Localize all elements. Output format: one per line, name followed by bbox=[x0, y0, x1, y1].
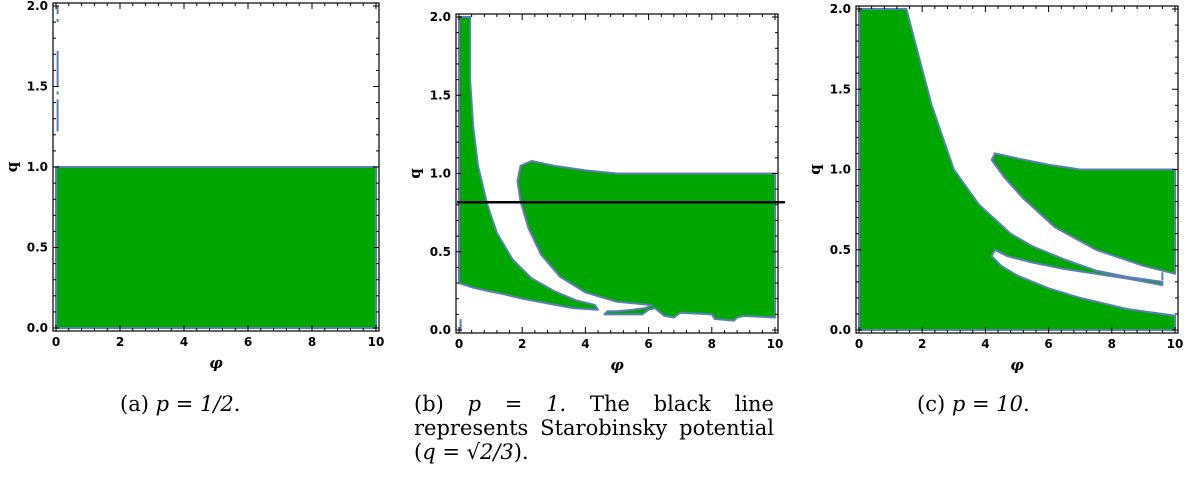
caption-c-label: (c) bbox=[917, 392, 952, 416]
caption-b-math2: q = √2/3 bbox=[422, 440, 514, 464]
x-tick-label: 4 bbox=[981, 337, 989, 351]
allowed-region-1 bbox=[516, 160, 776, 322]
panel-c: 0 2 4 6 8 10 0.0 0.5 1.0 1.5 2.0 φ q bbox=[792, 0, 1188, 489]
y-tick-label: 2.0 bbox=[27, 0, 48, 13]
caption-c-end: . bbox=[1022, 392, 1030, 416]
chart-a: 0 2 4 6 8 10 0.0 0.5 1.0 1.5 2.0 φ q bbox=[3, 0, 385, 372]
y-tick-label: 2.0 bbox=[830, 2, 851, 16]
x-tick-label: 2 bbox=[918, 337, 926, 351]
y-tick-label: 0.0 bbox=[430, 323, 451, 337]
y-tick-label: 1.5 bbox=[830, 82, 851, 96]
allowed-region-0 bbox=[55, 166, 377, 329]
x-tick-label: 8 bbox=[1108, 337, 1116, 351]
y-tick-label: 2.0 bbox=[430, 10, 451, 24]
y-tick-label: 0.5 bbox=[430, 245, 451, 259]
panel-b: 0 2 4 6 8 10 0.0 0.5 1.0 1.5 2.0 φ q bbox=[396, 0, 792, 489]
caption-a-label: (a) bbox=[120, 392, 156, 416]
y-axis-label: q bbox=[406, 168, 424, 179]
caption-c-math: p = 10 bbox=[951, 392, 1023, 416]
caption-b-end: ). bbox=[513, 440, 529, 464]
x-tick-label: 8 bbox=[308, 335, 316, 349]
y-tick-label: 1.5 bbox=[430, 88, 451, 102]
allowed-region-0 bbox=[458, 16, 599, 311]
x-axis-label: φ bbox=[610, 356, 624, 374]
caption-a: (a) p = 1/2. bbox=[120, 392, 320, 416]
x-tick-label: 6 bbox=[244, 335, 252, 349]
x-tick-label: 4 bbox=[581, 337, 589, 351]
y-tick-label: 1.0 bbox=[430, 167, 451, 181]
x-axis-label: φ bbox=[209, 354, 223, 372]
x-tick-label: 10 bbox=[1167, 337, 1184, 351]
panel-a: 0 2 4 6 8 10 0.0 0.5 1.0 1.5 2.0 φ q bbox=[0, 0, 396, 489]
y-tick-label: 0.5 bbox=[27, 241, 48, 255]
x-tick-label: 0 bbox=[855, 337, 863, 351]
x-tick-label: 4 bbox=[180, 335, 188, 349]
y-axis-label: q bbox=[806, 164, 824, 175]
x-tick-label: 10 bbox=[767, 337, 784, 351]
allowed-region-0 bbox=[858, 8, 1176, 331]
y-tick-label: 1.0 bbox=[27, 160, 48, 174]
x-tick-label: 6 bbox=[1044, 337, 1052, 351]
x-tick-label: 10 bbox=[368, 335, 385, 349]
caption-b-label: (b) bbox=[414, 392, 468, 416]
caption-b: (b) p = 1. The black line represents Sta… bbox=[414, 392, 774, 464]
x-tick-label: 2 bbox=[116, 335, 124, 349]
caption-b-math: p = 1 bbox=[467, 392, 560, 416]
x-tick-label: 0 bbox=[52, 335, 60, 349]
y-tick-label: 0.0 bbox=[830, 323, 851, 337]
y-tick-label: 1.5 bbox=[27, 80, 48, 94]
allowed-region-1 bbox=[990, 152, 1176, 275]
caption-a-end: . bbox=[233, 392, 241, 416]
caption-a-math: p = 1/2 bbox=[155, 392, 234, 416]
y-tick-label: 0.0 bbox=[27, 321, 48, 335]
x-tick-label: 2 bbox=[518, 337, 526, 351]
chart-b: 0 2 4 6 8 10 0.0 0.5 1.0 1.5 2.0 φ q bbox=[406, 10, 785, 374]
y-tick-label: 1.0 bbox=[830, 163, 851, 177]
x-axis-label: φ bbox=[1010, 356, 1024, 374]
x-tick-label: 0 bbox=[455, 337, 463, 351]
y-axis-label: q bbox=[3, 161, 21, 172]
caption-b-text: . The black line represents Starobinsky … bbox=[414, 392, 774, 464]
chart-c: 0 2 4 6 8 10 0.0 0.5 1.0 1.5 2.0 φ q bbox=[806, 2, 1184, 374]
caption-c: (c) p = 10. bbox=[917, 392, 1117, 416]
x-tick-label: 8 bbox=[708, 337, 716, 351]
y-tick-label: 0.5 bbox=[830, 243, 851, 257]
x-tick-label: 6 bbox=[644, 337, 652, 351]
